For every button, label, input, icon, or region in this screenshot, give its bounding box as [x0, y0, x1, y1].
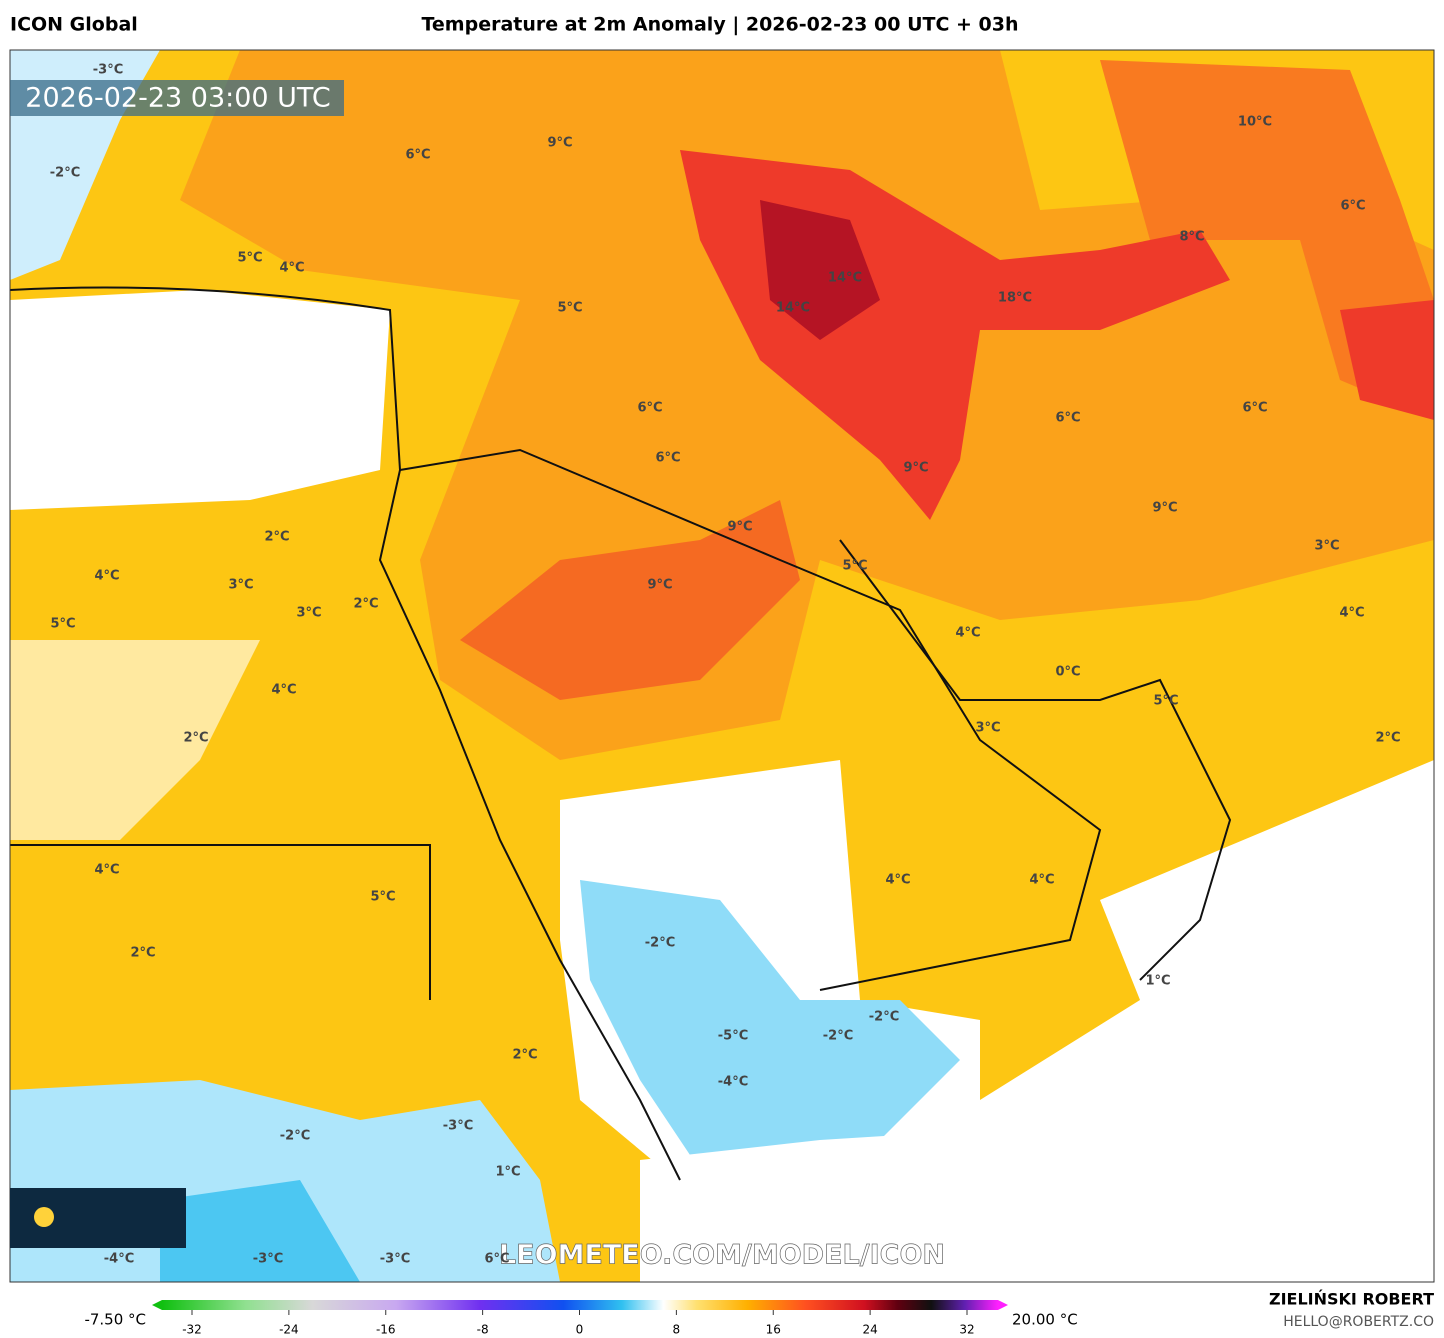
colorbar-tick-label: 0 [576, 1323, 584, 1337]
timestamp-box [10, 80, 344, 116]
temperature-label: -2°C [645, 936, 675, 951]
temperature-label: 6°C [637, 401, 662, 416]
temperature-label: 2°C [264, 530, 289, 545]
colorbar-arrow [998, 1300, 1008, 1310]
temperature-label: -2°C [869, 1010, 899, 1025]
mild-area [10, 640, 260, 840]
temperature-label: 9°C [903, 461, 928, 476]
temperature-label: 6°C [1242, 401, 1267, 416]
temperature-label: 6°C [655, 451, 680, 466]
colorbar-tick-label: -24 [279, 1323, 299, 1337]
temperature-label: -4°C [718, 1075, 748, 1090]
temperature-label: 4°C [955, 626, 980, 641]
temperature-label: 2°C [353, 597, 378, 612]
map-title: Temperature at 2m Anomaly | 2026-02-23 0… [421, 14, 1018, 36]
temperature-label: 2°C [512, 1048, 537, 1063]
hot-core [760, 200, 880, 340]
colorbar-tick-label: 16 [766, 1323, 781, 1337]
temperature-label: -3°C [253, 1252, 283, 1267]
temperature-label: 14°C [828, 271, 862, 286]
temperature-labels: -3°C 6°C 9°C -2°C 5°C 4°C 5°C 14°C 14°C 18°C 10°C 6… [50, 63, 1401, 1267]
map-frame [9, 49, 1435, 1283]
temperature-label: 6°C [405, 148, 430, 163]
colorbar-tick-label: -16 [376, 1323, 396, 1337]
temperature-label: 6°C [1340, 199, 1365, 214]
temperature-label: 5°C [842, 559, 867, 574]
map [10, 50, 1434, 1282]
temperature-label: 18°C [998, 291, 1032, 306]
temperature-label: -2°C [280, 1129, 310, 1144]
temperature-label: 10°C [1238, 115, 1272, 130]
warm-area [180, 50, 1434, 760]
colorbar-ticks: -32 -24 -16 -8 0 8 16 24 32 [182, 1310, 975, 1337]
timestamp: 2026-02-23 03:00 UTC [25, 83, 330, 114]
author: ZIELIŃSKI ROBERT [1269, 1290, 1434, 1309]
sea [960, 760, 1434, 1282]
temperature-label: 5°C [50, 617, 75, 632]
temperature-label: 9°C [1152, 501, 1177, 516]
sea [10, 290, 390, 510]
colorbar-tick-label: 8 [673, 1323, 681, 1337]
temperature-label: 9°C [647, 578, 672, 593]
colorbar-tick-label: -32 [182, 1323, 202, 1337]
temperature-label: 2°C [130, 946, 155, 961]
hot-area [1340, 300, 1434, 420]
temperature-label: 4°C [1339, 606, 1364, 621]
temperature-label: -3°C [380, 1252, 410, 1267]
cool-area [580, 880, 960, 1170]
logo-sun [34, 1207, 54, 1227]
colorbar-tick-label: 24 [862, 1323, 877, 1337]
warm-area [460, 500, 800, 700]
legend-max: 20.00 °C [1012, 1311, 1078, 1329]
temperature-label: 2°C [183, 731, 208, 746]
temperature-label: 1°C [1145, 974, 1170, 989]
temperature-label: 3°C [975, 721, 1000, 736]
temperature-label: 6°C [1055, 411, 1080, 426]
temperature-label: 8°C [1179, 230, 1204, 245]
temperature-label: 9°C [547, 136, 572, 151]
temperature-label: 4°C [271, 683, 296, 698]
watermark: LEOMETEO.COM/MODEL/ICON [499, 1240, 945, 1271]
legend-min: -7.50 °C [84, 1311, 146, 1329]
temperature-label: 4°C [1029, 873, 1054, 888]
temperature-label: -3°C [93, 63, 123, 78]
temperature-label: -2°C [50, 166, 80, 181]
temperature-label: 5°C [557, 301, 582, 316]
temperature-label: -3°C [443, 1119, 473, 1134]
temperature-label: 2°C [1375, 731, 1400, 746]
temperature-label: 4°C [94, 569, 119, 584]
temperature-label: 4°C [279, 261, 304, 276]
email: HELLO@ROBERTZ.CO [1283, 1314, 1434, 1330]
temperature-label: -2°C [823, 1029, 853, 1044]
colorbar-arrow [152, 1300, 162, 1310]
temperature-label: 3°C [228, 578, 253, 593]
temperature-label: 9°C [727, 520, 752, 535]
temperature-label: -5°C [718, 1029, 748, 1044]
temperature-label: 5°C [237, 251, 262, 266]
borders [10, 286, 1232, 1181]
temperature-label: 1°C [495, 1165, 520, 1180]
temperature-label: 6°C [484, 1252, 509, 1267]
cool-area [160, 1180, 360, 1282]
colorbar-tick-label: -8 [477, 1323, 489, 1337]
temperature-label: 5°C [1153, 694, 1178, 709]
temperature-label: 4°C [885, 873, 910, 888]
temperature-label: 3°C [296, 606, 321, 621]
sea [640, 1130, 980, 1282]
temperature-label: 14°C [776, 301, 810, 316]
colorbar [162, 1300, 998, 1310]
temperature-label: 4°C [94, 863, 119, 878]
model-name: ICON Global [10, 14, 138, 36]
colorbar-tick-label: 32 [959, 1323, 974, 1337]
temperature-label: 5°C [370, 890, 395, 905]
temperature-label: 0°C [1055, 665, 1080, 680]
temperature-label: -4°C [104, 1252, 134, 1267]
temperature-label: 3°C [1314, 539, 1339, 554]
